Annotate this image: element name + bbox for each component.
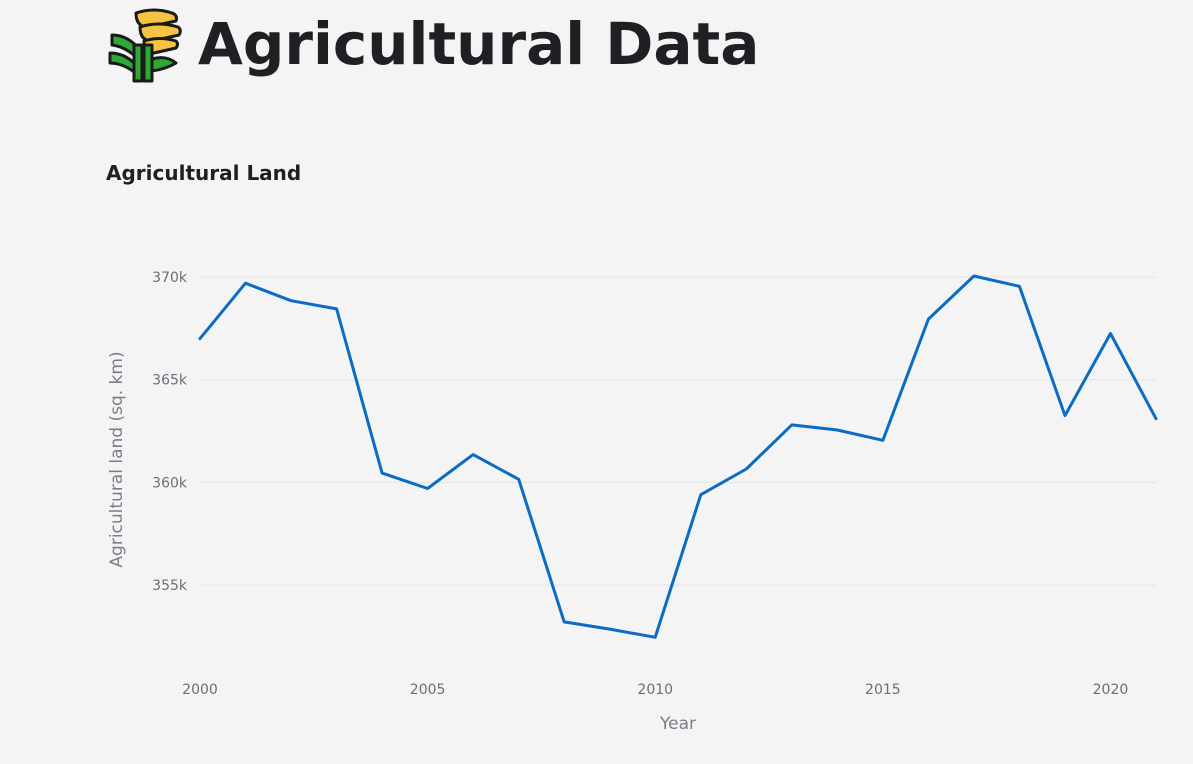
x-tick-label: 2020 — [1093, 682, 1129, 698]
y-tick-label: 365k — [152, 373, 188, 389]
y-tick-label: 370k — [152, 270, 188, 286]
x-axis-title: Year — [659, 714, 696, 734]
x-tick-label: 2015 — [865, 682, 901, 698]
sheaf-of-wheat-icon — [108, 8, 182, 83]
x-tick-label: 2010 — [637, 682, 673, 698]
x-axis-ticks: 2000 2005 2010 2015 2020 — [182, 682, 1128, 698]
page-title: Agricultural Data — [198, 10, 760, 78]
grid-lines — [200, 276, 1156, 586]
y-axis-ticks: 355k 360k 365k 370k — [152, 270, 188, 594]
x-tick-label: 2000 — [182, 682, 218, 698]
page-header: Agricultural Data — [106, 4, 759, 84]
series-line — [198, 274, 1158, 639]
y-tick-label: 355k — [152, 578, 188, 594]
chart-title: Agricultural Land — [106, 161, 302, 185]
y-tick-label: 360k — [152, 475, 188, 491]
x-tick-label: 2005 — [410, 682, 446, 698]
y-axis-title: Agricultural land (sq. km) — [107, 351, 127, 567]
